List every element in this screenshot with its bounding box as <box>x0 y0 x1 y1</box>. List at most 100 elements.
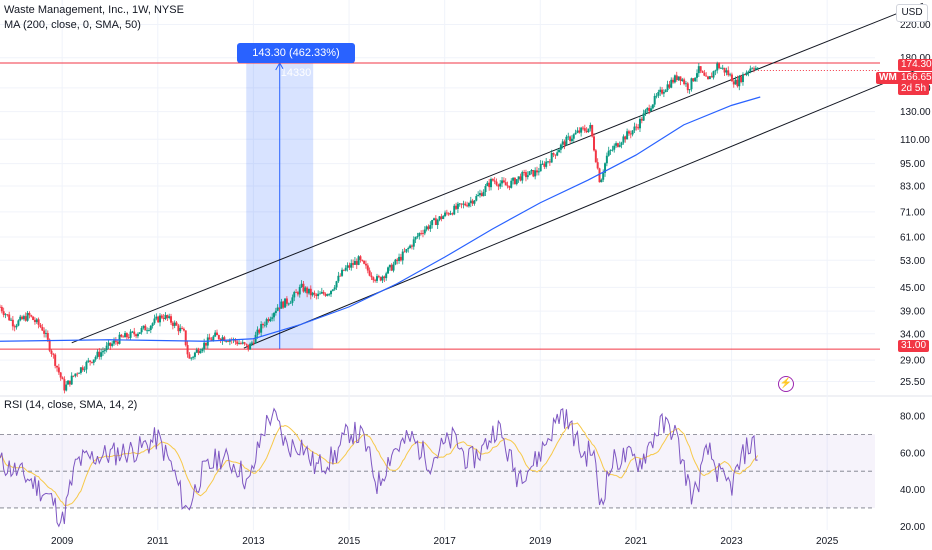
candle-body <box>497 184 500 187</box>
candle-body <box>449 213 452 215</box>
ma-legend[interactable]: MA (200, close, 0, SMA, 50) <box>4 19 141 31</box>
candle-body <box>39 324 42 327</box>
candle-body <box>707 76 710 80</box>
price-tick-label: 29.00 <box>900 356 925 367</box>
low-price-tag: 31.00 <box>898 340 930 352</box>
candle-body <box>686 83 689 91</box>
candle-body <box>730 74 733 82</box>
candle-body <box>609 150 612 152</box>
candle-body <box>451 213 454 215</box>
candle-body <box>638 118 641 129</box>
candle-body <box>35 319 38 323</box>
candle-body <box>114 340 117 342</box>
price-tick-label: 220.00 <box>900 20 931 31</box>
candle-body <box>144 325 147 331</box>
channel-line <box>71 2 923 344</box>
candle-body <box>504 182 507 186</box>
candle-body <box>125 333 128 338</box>
symbol-title[interactable]: Waste Management, Inc., 1W, NYSE <box>4 4 184 16</box>
candle-body <box>50 350 53 354</box>
candle-body <box>642 113 645 121</box>
candle-body <box>644 110 647 114</box>
lightning-icon[interactable]: ⚡ <box>778 376 794 392</box>
candle-body <box>493 180 496 182</box>
candle-body <box>379 276 382 281</box>
candle-body <box>754 68 757 70</box>
candle-body <box>300 283 303 288</box>
candle-body <box>122 336 125 338</box>
candle-body <box>383 276 386 279</box>
candle-body <box>620 142 623 146</box>
candle-body <box>681 79 684 81</box>
candle-body <box>63 379 66 391</box>
candle-body <box>747 71 750 73</box>
measure-range[interactable] <box>246 62 314 350</box>
candle-body <box>287 303 290 305</box>
time-tick-label: 2023 <box>720 536 743 547</box>
candle-body <box>657 92 660 96</box>
candle-body <box>477 195 480 197</box>
candle-body <box>418 233 421 237</box>
candle-body <box>238 343 241 345</box>
rsi-pane <box>0 407 875 528</box>
candle-body <box>252 342 255 344</box>
candle-body <box>304 287 307 292</box>
candle-body <box>0 306 3 312</box>
rsi-tick-label: 20.00 <box>900 522 925 533</box>
candle-body <box>306 287 309 294</box>
candle-body <box>181 327 184 329</box>
candle-body <box>592 136 595 151</box>
candle-body <box>401 251 404 261</box>
candle-body <box>146 330 149 332</box>
candle-body <box>629 133 632 135</box>
candle-body <box>228 339 231 342</box>
candle-body <box>425 226 428 230</box>
candle-body <box>719 67 722 69</box>
candle-body <box>190 357 193 359</box>
candle-body <box>653 96 656 105</box>
horizontal-lines[interactable] <box>0 62 880 350</box>
grid <box>0 0 932 530</box>
candle-body <box>350 263 353 268</box>
candle-body <box>278 307 281 309</box>
currency-button[interactable]: USD <box>896 4 928 22</box>
candle-body <box>107 342 110 346</box>
candle-body <box>153 318 156 324</box>
measure-label[interactable]: 143.30 (462.33%) 14330 <box>237 43 355 79</box>
candle-body <box>433 218 436 220</box>
candle-body <box>570 138 573 142</box>
candle-body <box>258 329 261 333</box>
candle-body <box>491 179 494 181</box>
candle-body <box>438 216 441 220</box>
candle-body <box>70 375 73 385</box>
candle-body <box>490 179 493 188</box>
time-tick-label: 2019 <box>529 536 552 547</box>
candle-body <box>87 360 90 362</box>
candle-body <box>694 77 697 82</box>
price-tick-label: 71.00 <box>900 207 925 218</box>
candle-body <box>495 181 498 185</box>
candle-body <box>756 67 759 69</box>
rsi-ma-line <box>0 422 759 506</box>
candle-body <box>539 164 542 172</box>
candle-body <box>57 367 60 373</box>
rsi-line <box>0 407 758 528</box>
candle-body <box>254 334 257 344</box>
candle-body <box>43 330 46 334</box>
candle-body <box>269 318 272 322</box>
candle-body <box>44 333 47 334</box>
rsi-legend[interactable]: RSI (14, close, SMA, 14, 2) <box>4 399 138 411</box>
high-price-tag: 174.30 <box>898 59 932 71</box>
candle-body <box>734 79 737 85</box>
candle-body <box>688 89 691 91</box>
candle-body <box>600 179 603 183</box>
candle-body <box>708 76 711 80</box>
candle-body <box>508 185 511 188</box>
candle-body <box>236 341 239 345</box>
candle-body <box>374 280 377 281</box>
trend-channel[interactable] <box>71 2 924 349</box>
candle-body <box>650 108 653 112</box>
candle-body <box>357 256 360 265</box>
candle-body <box>285 298 288 304</box>
